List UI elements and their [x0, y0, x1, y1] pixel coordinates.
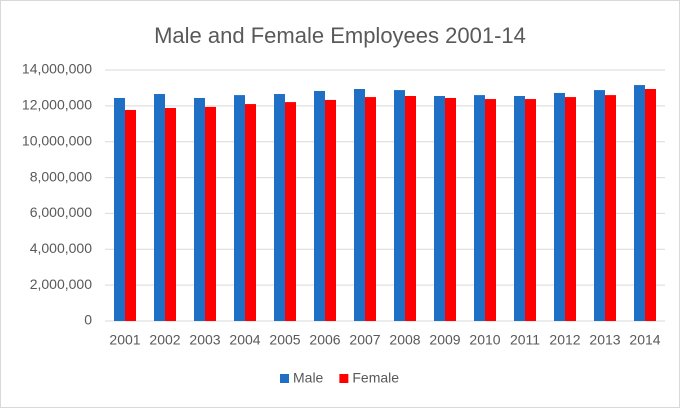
legend-label: Male [293, 370, 324, 386]
bar [274, 94, 285, 321]
x-tick-label: 2011 [510, 332, 540, 348]
bar [234, 95, 245, 321]
legend-swatch [339, 374, 349, 383]
bar [154, 94, 165, 321]
bar [634, 85, 645, 321]
x-tick-label: 2014 [629, 332, 660, 348]
bar [645, 89, 656, 321]
x-tick-label: 2005 [269, 332, 300, 348]
legend-swatch [280, 374, 289, 383]
bar [165, 108, 176, 321]
bar [485, 99, 496, 322]
y-tick-label: 10,000,000 [22, 132, 92, 148]
bar [445, 97, 456, 322]
bar [114, 97, 125, 322]
bar [194, 97, 205, 322]
x-tick-label: 2004 [229, 332, 260, 348]
bar [434, 95, 445, 321]
x-tick-label: 2002 [149, 332, 180, 348]
x-tick-label: 2006 [309, 332, 340, 348]
y-tick-label: 0 [84, 312, 92, 328]
x-tick-label: 2013 [589, 332, 620, 348]
y-tick-label: 14,000,000 [22, 61, 92, 77]
bar [394, 90, 405, 321]
y-tick-label: 8,000,000 [30, 168, 92, 184]
bar [125, 109, 136, 321]
bar [525, 99, 536, 322]
bar [474, 95, 485, 321]
y-tick-label: 6,000,000 [30, 204, 92, 220]
y-tick-label: 12,000,000 [22, 97, 92, 113]
bar [325, 99, 336, 322]
x-tick-label: 2009 [429, 332, 460, 348]
y-tick-label: 2,000,000 [30, 276, 92, 292]
x-tick-label: 2003 [189, 332, 220, 348]
x-tick-label: 2010 [469, 332, 500, 348]
x-tick-label: 2007 [349, 332, 380, 348]
bar [594, 90, 605, 321]
bar [514, 95, 525, 321]
legend-label: Female [352, 370, 399, 386]
bar [365, 97, 376, 321]
bar [565, 97, 576, 321]
y-tick-label: 4,000,000 [30, 240, 92, 256]
bar [605, 95, 616, 321]
bar [285, 102, 296, 322]
bar [245, 104, 256, 321]
x-tick-label: 2008 [389, 332, 420, 348]
bar [205, 106, 216, 321]
x-tick-label: 2012 [549, 332, 580, 348]
bar [314, 90, 325, 321]
chart-title: Male and Female Employees 2001-14 [154, 23, 526, 48]
bar [554, 92, 565, 321]
x-tick-label: 2001 [109, 332, 140, 348]
bar [354, 89, 365, 321]
bar [405, 95, 416, 321]
